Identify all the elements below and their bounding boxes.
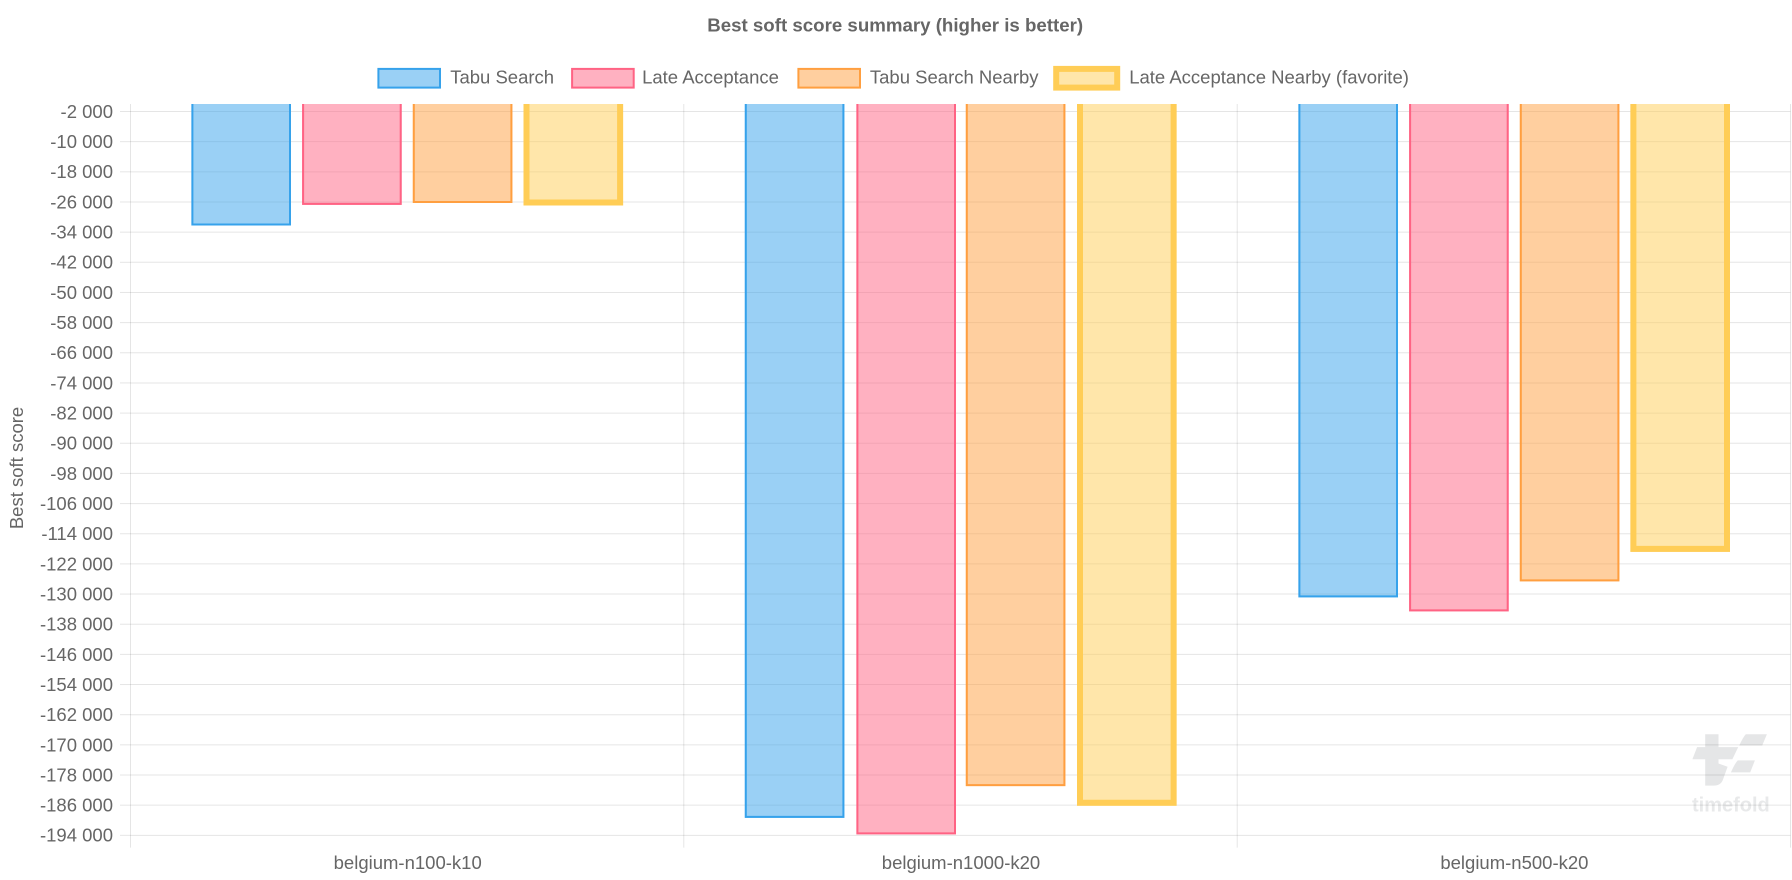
- svg-text:-194 000: -194 000: [40, 825, 113, 846]
- svg-text:-154 000: -154 000: [40, 674, 113, 695]
- svg-text:belgium-n500-k20: belgium-n500-k20: [1440, 852, 1588, 873]
- svg-text:belgium-n100-k10: belgium-n100-k10: [334, 852, 482, 873]
- svg-text:-106 000: -106 000: [40, 493, 113, 514]
- svg-text:-170 000: -170 000: [40, 734, 113, 755]
- svg-text:-66 000: -66 000: [50, 342, 113, 363]
- svg-text:-10 000: -10 000: [50, 131, 113, 152]
- svg-text:-162 000: -162 000: [40, 704, 113, 725]
- svg-text:-74 000: -74 000: [50, 372, 113, 393]
- svg-text:-34 000: -34 000: [50, 222, 113, 243]
- svg-text:-114 000: -114 000: [41, 523, 113, 544]
- svg-text:-146 000: -146 000: [40, 644, 113, 665]
- svg-text:timefold: timefold: [1692, 794, 1770, 816]
- svg-text:belgium-n1000-k20: belgium-n1000-k20: [882, 852, 1040, 873]
- svg-text:Tabu Search: Tabu Search: [450, 67, 554, 88]
- svg-text:-122 000: -122 000: [40, 553, 113, 574]
- svg-text:-58 000: -58 000: [50, 312, 113, 333]
- svg-text:-42 000: -42 000: [50, 252, 113, 273]
- svg-text:-26 000: -26 000: [50, 191, 113, 212]
- svg-text:-50 000: -50 000: [50, 282, 113, 303]
- svg-text:Best soft score: Best soft score: [6, 407, 27, 529]
- svg-text:Best soft score summary (highe: Best soft score summary (higher is bette…: [707, 14, 1083, 35]
- svg-text:Tabu Search Nearby: Tabu Search Nearby: [870, 67, 1039, 88]
- svg-text:-138 000: -138 000: [40, 614, 113, 635]
- svg-text:-82 000: -82 000: [50, 403, 113, 424]
- svg-text:-2 000: -2 000: [61, 101, 113, 122]
- svg-text:-186 000: -186 000: [40, 795, 113, 816]
- svg-text:-178 000: -178 000: [40, 764, 113, 785]
- svg-text:-98 000: -98 000: [50, 463, 113, 484]
- svg-text:-18 000: -18 000: [50, 161, 113, 182]
- svg-text:-130 000: -130 000: [40, 583, 113, 604]
- svg-text:-90 000: -90 000: [50, 433, 113, 454]
- svg-text:Late Acceptance: Late Acceptance: [642, 67, 779, 88]
- svg-text:Late Acceptance Nearby (favori: Late Acceptance Nearby (favorite): [1129, 67, 1409, 88]
